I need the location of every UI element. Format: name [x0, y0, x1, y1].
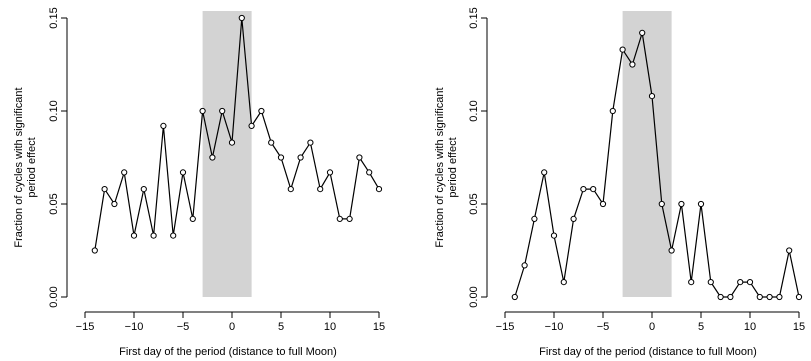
- data-point: [521, 262, 528, 269]
- y-axis-title-line: period effect: [26, 137, 38, 197]
- data-point: [668, 247, 675, 254]
- data-point: [121, 169, 128, 176]
- data-point: [550, 232, 558, 239]
- x-tick-label: −15: [496, 321, 515, 333]
- data-point: [346, 215, 353, 222]
- y-axis-title-line: Fraction of cycles with significant: [434, 87, 446, 247]
- data-point: [140, 186, 147, 193]
- data-point: [776, 293, 783, 301]
- y-tick-label: 0.05: [468, 193, 480, 214]
- y-tick-label: 0.00: [48, 286, 60, 307]
- data-point: [707, 279, 714, 286]
- data-point: [746, 279, 754, 286]
- x-tick-label: −10: [545, 321, 564, 333]
- data-point: [277, 154, 285, 161]
- y-axis-title: Fraction of cycles with significantperio…: [434, 87, 459, 247]
- data-point: [238, 14, 245, 22]
- data-point: [209, 154, 216, 161]
- y-tick-label: 0.10: [48, 100, 60, 121]
- data-point: [287, 186, 294, 193]
- data-point: [727, 293, 734, 301]
- x-tick-label: −5: [597, 321, 610, 333]
- data-point: [737, 279, 744, 286]
- data-point: [717, 293, 724, 301]
- data-point: [599, 200, 607, 208]
- data-point: [688, 279, 695, 286]
- data-point: [179, 169, 187, 176]
- data-point: [511, 293, 518, 301]
- series-line: [94, 17, 380, 251]
- data-point: [317, 186, 324, 193]
- data-point: [336, 215, 343, 222]
- shaded-region: [202, 11, 252, 297]
- data-point: [297, 154, 304, 161]
- x-tick-label: −10: [125, 321, 144, 333]
- y-axis-title: Fraction of cycles with significantperio…: [13, 87, 38, 247]
- data-point: [580, 186, 587, 193]
- data-point: [356, 154, 363, 161]
- data-point: [658, 200, 665, 208]
- data-point: [228, 139, 236, 146]
- x-tick-label: 10: [744, 321, 756, 333]
- data-point: [697, 200, 705, 208]
- chart-panel-1: −15 −10 −5 0 5 10 15 0.00 0.05 0.10 0.15 First day …: [13, 7, 385, 358]
- data-point: [130, 232, 138, 239]
- data-point: [619, 46, 626, 53]
- data-point: [91, 247, 98, 254]
- x-tick-label: 5: [278, 321, 284, 333]
- data-point: [560, 279, 567, 286]
- data-point: [219, 107, 226, 115]
- data-point: [786, 247, 793, 254]
- data-point: [609, 107, 616, 115]
- x-tick-label: 0: [649, 321, 655, 333]
- shaded-region: [622, 11, 672, 297]
- data-point: [248, 122, 255, 129]
- x-tick-label: 10: [324, 321, 336, 333]
- y-tick-label: 0.00: [468, 286, 480, 307]
- data-point: [531, 215, 538, 222]
- data-point: [199, 107, 206, 115]
- data-point: [160, 122, 167, 129]
- y-axis-title-line: period effect: [447, 137, 459, 197]
- data-point: [766, 293, 773, 301]
- data-point: [366, 169, 373, 176]
- data-point: [678, 200, 685, 208]
- x-tick-label: 0: [229, 321, 235, 333]
- x-tick-label: 5: [698, 321, 704, 333]
- y-axis-title-line: Fraction of cycles with significant: [13, 87, 25, 247]
- data-point: [541, 169, 548, 176]
- x-tick-label: 15: [373, 321, 385, 333]
- y-tick-label: 0.05: [48, 193, 60, 214]
- x-axis-title: First day of the period (distance to ful…: [539, 346, 757, 358]
- y-tick-label: 0.15: [468, 7, 480, 28]
- y-tick-label: 0.15: [48, 7, 60, 28]
- data-point: [375, 186, 383, 193]
- data-point: [756, 293, 763, 301]
- data-point: [590, 186, 597, 193]
- data-point: [570, 215, 577, 222]
- data-point: [101, 186, 108, 193]
- data-point: [639, 29, 646, 36]
- data-point: [629, 61, 636, 68]
- data-point: [307, 139, 314, 146]
- data-point: [648, 93, 656, 100]
- data-point: [258, 107, 265, 115]
- data-point: [111, 200, 118, 208]
- data-point: [170, 232, 177, 239]
- data-point: [189, 215, 196, 222]
- x-tick-label: −5: [177, 321, 190, 333]
- x-axis-title: First day of the period (distance to ful…: [119, 346, 337, 358]
- data-point: [326, 169, 334, 176]
- chart-panel-2: −15 −10 −5 0 5 10 15 0.00 0.05 0.10 0.15 First day …: [434, 7, 805, 358]
- x-tick-label: 15: [793, 321, 805, 333]
- data-point: [795, 293, 803, 301]
- y-tick-label: 0.10: [468, 100, 480, 121]
- data-point: [268, 139, 275, 146]
- x-tick-label: −15: [76, 321, 95, 333]
- data-point: [150, 232, 157, 239]
